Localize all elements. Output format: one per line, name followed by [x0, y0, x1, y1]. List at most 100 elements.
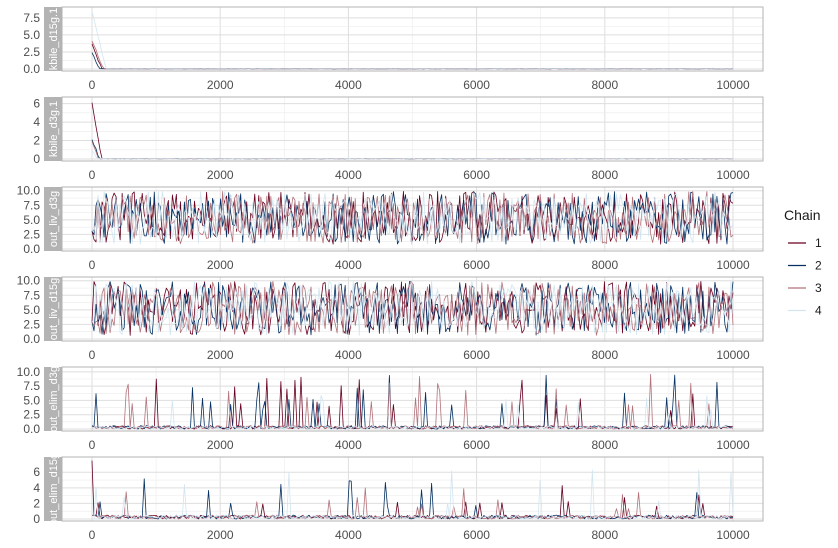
y-tick-label: 0.0	[23, 62, 40, 76]
y-tick-label: 2.5	[23, 45, 40, 59]
x-tick-label: 8000	[591, 438, 618, 452]
y-tick-label: 4	[33, 115, 40, 129]
chain-legend: Chain 1 2 3 4	[784, 207, 822, 318]
x-tick-label: 10000	[716, 78, 750, 92]
y-tick-label: 10.0	[17, 365, 41, 379]
x-tick-label: 10000	[716, 438, 750, 452]
x-tick-label: 6000	[463, 438, 490, 452]
x-tick-label: 2000	[207, 78, 234, 92]
legend-title: Chain	[784, 207, 821, 223]
strip-label: kbile_d3g.1	[48, 101, 60, 157]
x-tick-label: 0	[89, 528, 96, 542]
strip-background	[44, 277, 62, 341]
y-tick-label: 5.0	[23, 28, 40, 42]
y-tick-label: 0	[33, 152, 40, 166]
x-tick-label: 8000	[591, 528, 618, 542]
y-tick-label: 0.0	[23, 422, 40, 436]
x-tick-label: 10000	[716, 348, 750, 362]
legend-label: 3	[815, 281, 822, 295]
series-line-chain-4	[91, 11, 734, 70]
series-line-chain-1	[91, 376, 734, 430]
y-tick-label: 0.0	[23, 242, 40, 256]
strip-label: out_liv_d15g	[48, 278, 60, 340]
y-tick-label: 2	[33, 496, 40, 510]
y-tick-label: 5.0	[23, 213, 40, 227]
facet-strip: kbile_d15g.1	[44, 7, 62, 71]
y-tick-label: 0.0	[23, 332, 40, 346]
facet-panel: kbile_d15g.1 0.0 2.5 5.0 7.5 0 2000 4000 6000 800…	[23, 6, 764, 92]
strip-label: kbile_d15g.1	[48, 8, 60, 70]
y-tick-label: 6	[33, 465, 40, 479]
series-line-chain-4	[91, 150, 734, 160]
y-tick-label: 5.0	[23, 393, 40, 407]
legend-label: 1	[815, 236, 822, 250]
x-tick-label: 2000	[207, 528, 234, 542]
x-tick-label: 0	[89, 438, 96, 452]
strip-label: out_elim_d15g	[48, 453, 60, 525]
x-tick-label: 6000	[463, 258, 490, 272]
x-tick-label: 8000	[591, 168, 618, 182]
series-line-chain-2	[91, 478, 734, 520]
strip-background	[44, 457, 62, 521]
y-tick-label: 10.0	[17, 274, 41, 288]
series-line-chain-4	[91, 280, 734, 336]
strip-background	[44, 367, 62, 431]
strip-label: out_liv_d3g	[48, 191, 60, 247]
y-tick-label: 0	[33, 512, 40, 526]
x-tick-label: 8000	[591, 78, 618, 92]
series-line-chain-4	[91, 395, 734, 430]
strip-background	[44, 97, 62, 161]
series-line-chain-4	[91, 469, 734, 520]
y-tick-label: 5.0	[23, 303, 40, 317]
x-tick-label: 2000	[207, 438, 234, 452]
facet-strip: kbile_d3g.1	[44, 97, 62, 161]
x-tick-label: 4000	[335, 258, 362, 272]
y-tick-label: 7.5	[23, 11, 40, 25]
x-tick-label: 10000	[716, 168, 750, 182]
y-tick-label: 2.5	[23, 408, 40, 422]
facet-panel: kbile_d3g.1 0 2 4 6 0 2000 4000 6000 8000 10000	[33, 96, 764, 182]
x-tick-label: 2000	[207, 348, 234, 362]
facet-panel: out_liv_d15g 0.02.55.07.510.0 0 2000 4000 600…	[17, 274, 764, 362]
x-tick-label: 10000	[716, 258, 750, 272]
x-tick-label: 0	[89, 78, 96, 92]
facet-panel: out_liv_d3g 0.02.55.07.510.0 0 2000 4000 6000…	[17, 184, 764, 272]
facet-strip: out_elim_d3g	[44, 366, 62, 432]
series-line-chain-4	[91, 190, 734, 245]
x-tick-label: 4000	[335, 78, 362, 92]
y-tick-label: 4	[33, 481, 40, 495]
y-tick-label: 2.5	[23, 317, 40, 331]
x-tick-label: 4000	[335, 168, 362, 182]
x-tick-label: 4000	[335, 438, 362, 452]
x-tick-label: 0	[89, 168, 96, 182]
x-tick-label: 8000	[591, 258, 618, 272]
x-tick-label: 10000	[716, 528, 750, 542]
facet-panels: kbile_d15g.10.02.55.07.50 2000 4000 6000 800…	[17, 6, 764, 542]
x-tick-label: 6000	[463, 168, 490, 182]
facet-strip: out_liv_d15g	[44, 277, 62, 341]
x-tick-label: 6000	[463, 528, 490, 542]
facet-panel: out_elim_d3g 0.02.55.07.510.0 0 2000 4000 600…	[17, 365, 764, 452]
y-tick-label: 2.5	[23, 227, 40, 241]
legend-label: 4	[815, 304, 822, 318]
x-tick-label: 4000	[335, 528, 362, 542]
x-tick-label: 8000	[591, 348, 618, 362]
y-tick-label: 7.5	[23, 379, 40, 393]
y-tick-label: 10.0	[17, 184, 41, 198]
series-line-chain-1	[91, 191, 734, 245]
x-tick-label: 6000	[463, 348, 490, 362]
strip-background	[44, 187, 62, 251]
x-tick-label: 6000	[463, 78, 490, 92]
x-tick-label: 0	[89, 258, 96, 272]
strip-background	[44, 7, 62, 71]
facet-strip: out_elim_d15g	[44, 453, 62, 525]
series-line-chain-3	[91, 487, 734, 520]
x-tick-label: 0	[89, 348, 96, 362]
x-tick-label: 2000	[207, 168, 234, 182]
x-tick-label: 2000	[207, 258, 234, 272]
y-tick-label: 6	[33, 97, 40, 111]
series-line-chain-2	[91, 281, 734, 336]
legend-label: 2	[815, 259, 822, 273]
y-tick-label: 2	[33, 134, 40, 148]
